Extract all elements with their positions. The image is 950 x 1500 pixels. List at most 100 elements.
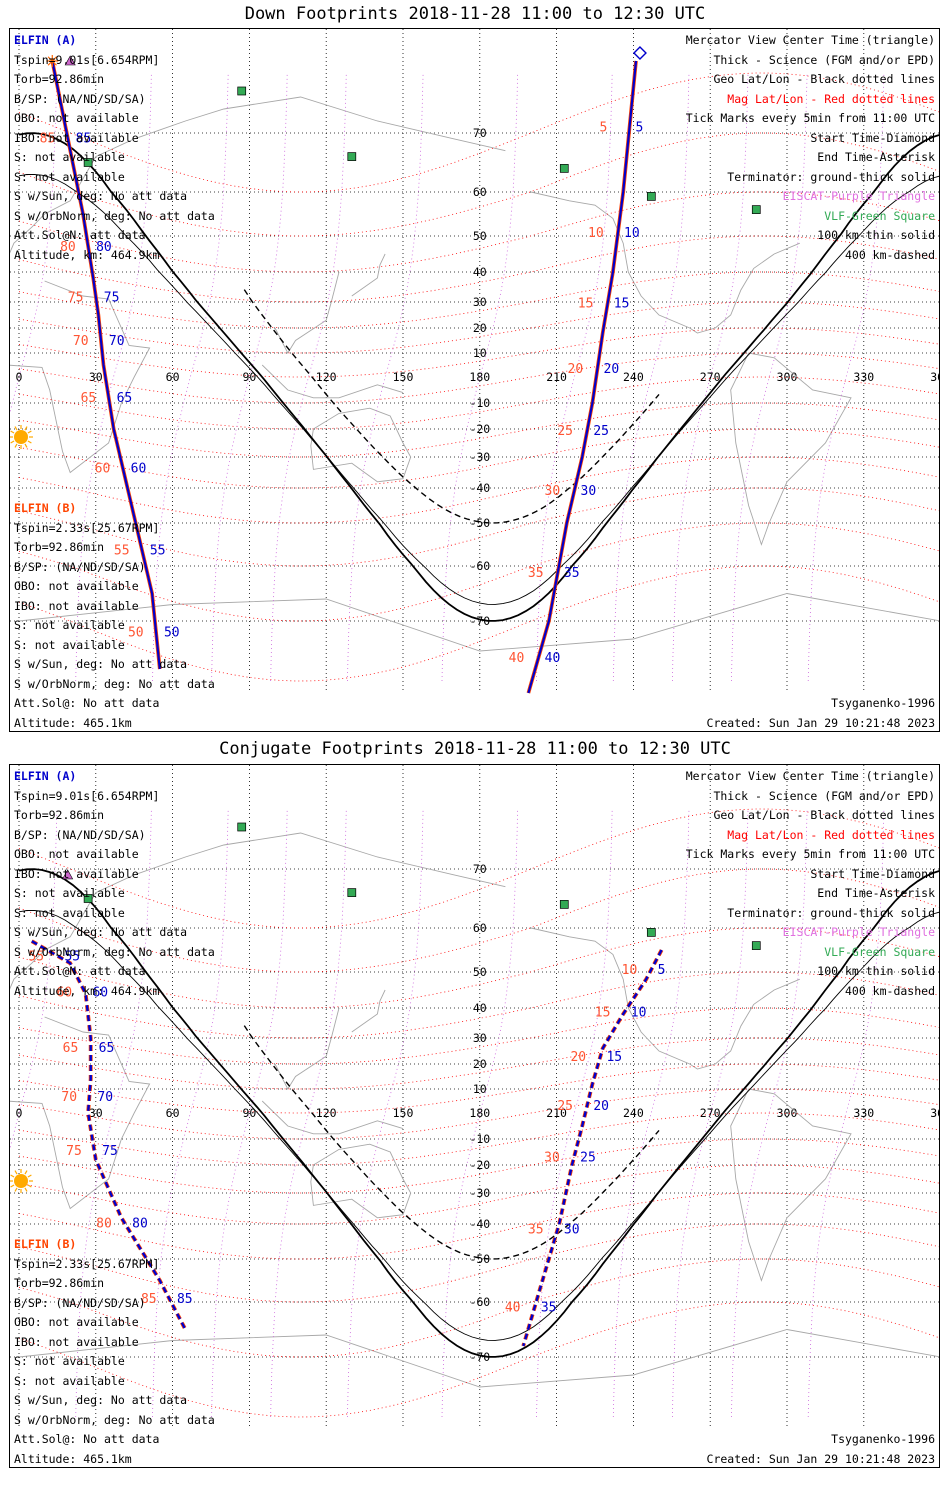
orbit-b-red-tick-label: 80 (60, 240, 76, 255)
legend-entry: 100 km-thin solid (817, 228, 935, 242)
elfin-b-line: Torb=92.86min (14, 1276, 105, 1290)
orbit-b-tick-label: 60 (131, 461, 147, 476)
elfin-b-line: IBO: not available (14, 1334, 139, 1349)
elfin-a-line: OBO: not available (14, 847, 139, 861)
lat-tick-label: -10 (469, 1132, 490, 1146)
lon-tick-label: 0 (16, 370, 23, 384)
orbit-b-red-tick-label: 85 (40, 132, 56, 147)
mag-parallel (18, 1088, 939, 1140)
lon-tick-label: 60 (166, 1106, 180, 1120)
created-label: Created: Sun Jan 29 10:21:48 2023 (706, 715, 935, 730)
orbit-a-tick-label: 10 (631, 1006, 647, 1021)
lat-tick-label: -20 (469, 1158, 490, 1172)
elfin-b-line: Att.Sol@: No att data (14, 696, 160, 710)
elfin-a-info: ELFIN (A) Tspin=9.01s[6.654RPM] Torb=92.86… (14, 31, 215, 265)
elfin-a-line: Torb=92.86min (14, 808, 105, 822)
legend-entry: Terminator: ground-thick solid (727, 905, 935, 920)
orbit-track-a (51, 60, 161, 670)
elfin-b-info: ELFIN (B) Tspin=2.33s[25.67RPM] Torb=92.86… (14, 499, 215, 731)
orbit-a-red-tick-label: 35 (528, 566, 544, 581)
footer: Tsyganenko-1996 Created: Sun Jan 29 10:2… (707, 1430, 935, 1467)
vlf-square (83, 158, 93, 167)
continent-outline (18, 1329, 939, 1388)
vlf-square (751, 205, 761, 214)
orbit-a-tick-label: 20 (604, 362, 620, 377)
orbit-b-tick-label: 70 (97, 1090, 113, 1105)
continent-outline (530, 927, 800, 1070)
elfin-a-line: Att.Sol@N: att data (14, 228, 146, 242)
lon-tick-label: 270 (700, 370, 721, 384)
mag-parallel (18, 376, 939, 430)
lat-tick-label: -50 (469, 516, 490, 530)
terminator-400km (243, 1025, 660, 1260)
elfin-b-info: ELFIN (B) Tspin=2.33s[25.67RPM] Torb=92.86… (14, 1235, 215, 1467)
mag-parallel (18, 971, 939, 1039)
lat-tick-label: -20 (469, 422, 490, 436)
map-svg: 0 30 60 90 120 150 180 210 240 270 300 330 360 70 60 50… (10, 29, 939, 694)
continent-outline (530, 191, 800, 334)
vlf-square (559, 164, 569, 173)
lat-tick-label: 10 (473, 1082, 487, 1096)
down-footprints-panel: 0 30 60 90 120 150 180 210 240 270 300 330 360 70 60 50… (9, 28, 940, 732)
orbit-b-red-tick-label: 65 (81, 391, 97, 406)
orbit-a-red-tick-label: 25 (557, 424, 573, 439)
mag-parallel (18, 1112, 939, 1166)
conjugate-footprints-panel: 0306090120150180210240270300330360706050… (9, 764, 940, 1468)
legend-entry: 400 km-dashed (844, 983, 935, 998)
orbit-b-red-tick-label: 75 (68, 291, 84, 306)
orbit-a-tick-label: 15 (606, 1050, 622, 1065)
elfin-b-line: S w/Sun, deg: No att data (14, 657, 188, 671)
orbit-b-red-tick-label: 85 (141, 1292, 157, 1307)
orbit-a-red-tick-label: 25 (557, 1099, 573, 1114)
legend-entry: Mag Lat/Lon - Red dotted lines (727, 91, 935, 106)
orbit-b-tick-label: 65 (99, 1041, 115, 1056)
orbit-a-tick-label: 10 (624, 226, 640, 241)
lon-tick-label: 240 (623, 370, 644, 384)
elfin-b-line: Att.Sol@: No att data (14, 1432, 160, 1446)
continent-outline (10, 832, 506, 990)
orbit-a-tick-label: 35 (541, 1301, 557, 1316)
orbit-b-red-tick-label: 65 (63, 1041, 79, 1056)
orbit-b-red-tick-label: 70 (61, 1090, 77, 1105)
orbit-track-a (527, 60, 638, 694)
mag-parallel (18, 72, 939, 193)
lat-tick-label: 20 (473, 321, 487, 335)
legend-entry: End Time-Asterisk (817, 886, 935, 900)
lat-tick-label: 40 (473, 1001, 487, 1015)
orbit-a-red-tick-label: 20 (570, 1050, 586, 1065)
lon-tick-label: 90 (242, 1106, 256, 1120)
vlf-square (751, 941, 761, 950)
continent-outline (274, 1007, 340, 1090)
lat-tick-label: 70 (473, 126, 487, 140)
elfin-a-line: Altitude, km: 464.9km (14, 247, 160, 262)
orbit-b-tick-label: 50 (164, 625, 180, 640)
elfin-a-line: Tspin=9.01s[6.654RPM] (14, 788, 160, 803)
continent-outline (310, 407, 412, 483)
lat-tick-label: -60 (469, 559, 490, 573)
mag-parallel (18, 1007, 939, 1065)
continent-outline (351, 989, 386, 1033)
legend-entry: Terminator: ground-thick solid (727, 169, 935, 184)
legend-entry: Tick Marks every 5min from 11:00 UTC (685, 847, 935, 861)
continent-outline (10, 1016, 151, 1210)
orbit-b-red-tick-label: 60 (95, 461, 111, 476)
lon-tick-label: 90 (242, 370, 256, 384)
elfin-a-line: B/SP: (NA/ND/SD/SA) (14, 827, 146, 842)
legend-entry: Geo Lat/Lon - Black dotted lines (713, 72, 935, 86)
orbit-a-red-tick-label: 5 (600, 121, 608, 136)
lon-tick-label: 210 (546, 370, 567, 384)
elfin-b-line: B/SP: (NA/ND/SD/SA) (14, 1295, 146, 1310)
lat-tick-label: -10 (469, 396, 490, 410)
orbit-a-red-tick-label: 30 (545, 484, 561, 499)
elfin-b-line: S: not available (14, 1354, 125, 1368)
orbit-a-tick-label: 35 (564, 566, 580, 581)
elfin-a-line: S: not available (14, 169, 125, 184)
sun-ray (24, 443, 28, 448)
orbit-a-tick-label: 5 (636, 121, 644, 136)
sun-ray (10, 1184, 15, 1188)
lon-tick-label: 30 (89, 1106, 103, 1120)
orbit-a-red-tick-label: 30 (544, 1151, 560, 1166)
orbit-b-red-tick-label: 60 (56, 985, 72, 1000)
orbit-b-tick-label: 65 (117, 391, 133, 406)
terminator-100km (18, 173, 939, 605)
